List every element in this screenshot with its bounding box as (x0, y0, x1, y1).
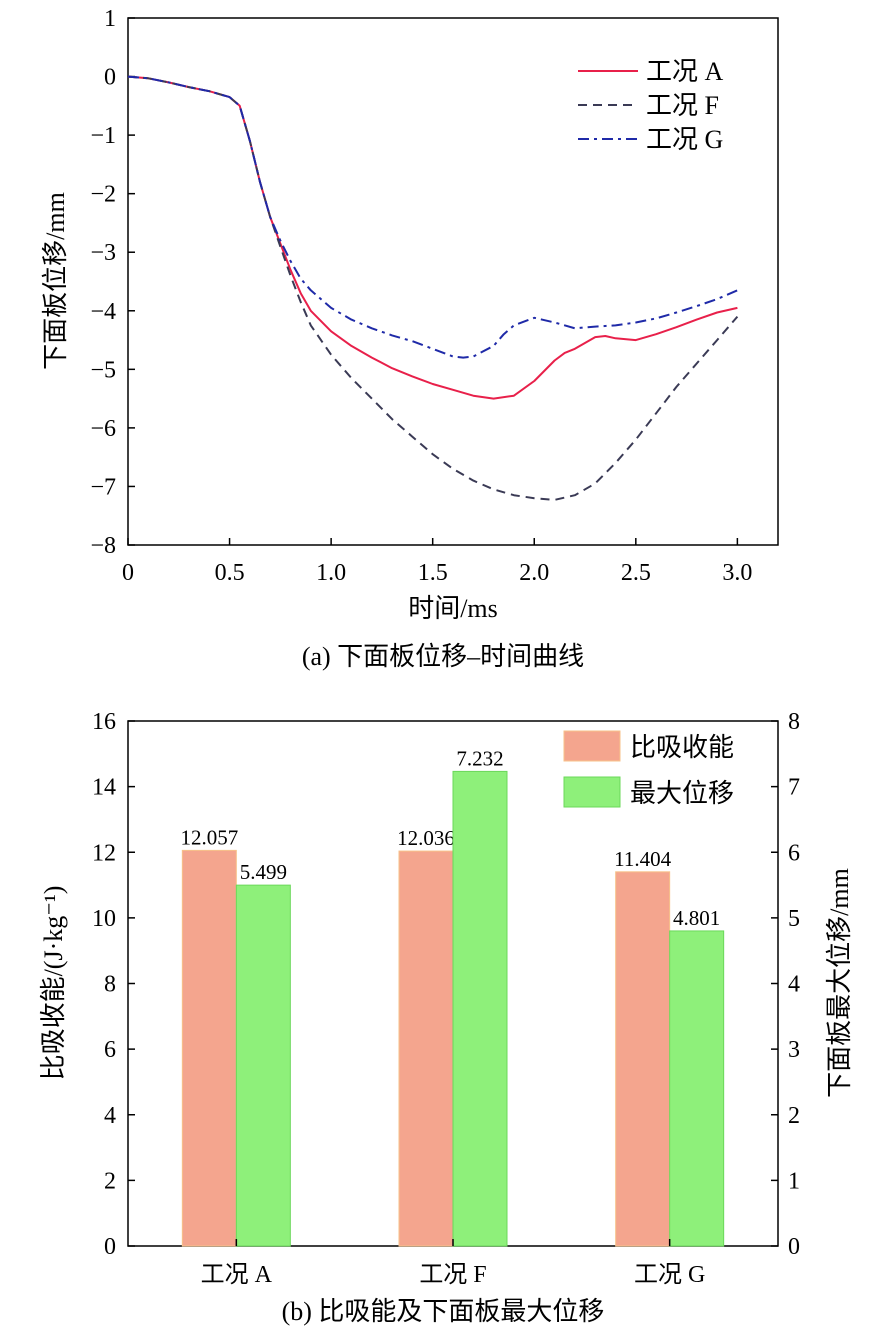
series-line-3 (127, 75, 738, 359)
x-tick-label: 2.5 (621, 560, 651, 586)
series-line-1 (127, 75, 738, 400)
caption-a: (a) 下面板位移–时间曲线 (302, 642, 584, 671)
legend-label: 工况 F (646, 91, 719, 120)
y-tick-label-right: 2 (788, 1103, 800, 1129)
y-tick-label: −2 (90, 182, 116, 208)
y-tick-label: −5 (90, 357, 116, 383)
x-tick-label: 1.0 (316, 560, 346, 586)
y-tick-label-left: 12 (92, 840, 116, 866)
y-tick-label-left: 6 (104, 1037, 116, 1063)
bar-displacement (452, 770, 508, 1247)
y-tick-label: −1 (90, 123, 116, 149)
bar-energy (398, 850, 454, 1247)
x-tick-label: 1.5 (418, 560, 448, 586)
y-tick-label-right: 7 (788, 775, 800, 801)
x-axis-b: 工况 A 工况 F 工况 G (201, 1239, 705, 1288)
y-tick-label-right: 8 (788, 709, 800, 735)
data-label: 5.499 (240, 860, 287, 884)
y-tick-label-left: 10 (92, 906, 116, 932)
y-tick-label-left: 0 (104, 1234, 116, 1260)
x-axis-label-a: 时间/ms (408, 594, 498, 623)
y-axis-label-a: 下面板位移/mm (41, 192, 70, 370)
y-tick-label: 1 (104, 6, 116, 32)
displacement-time-chart: 0 0.5 1.0 1.5 2.0 2.5 3.0 1 0 −1 −2 −3 −4 −5 −6 −7 −8 工… (41, 6, 779, 671)
y-tick-label: −8 (90, 533, 116, 559)
y-tick-label-right: 3 (788, 1037, 800, 1063)
y-tick-label-right: 5 (788, 906, 800, 932)
y-tick-label: −6 (90, 416, 116, 442)
y-axis-label-right-b: 下面板最大位移/mm (825, 868, 854, 1098)
y-tick-label-right: 0 (788, 1234, 800, 1260)
legend-swatch (563, 730, 621, 762)
bar-displacement (669, 930, 725, 1247)
y-tick-label-right: 6 (788, 840, 800, 866)
legend-label: 最大位移 (630, 779, 734, 808)
y-tick-label-right: 1 (788, 1168, 800, 1194)
x-axis-a: 0 0.5 1.0 1.5 2.0 2.5 3.0 (122, 538, 752, 586)
y-axis-right-b: 0 1 2 3 4 5 6 7 8 (771, 709, 800, 1260)
legend-swatch (563, 776, 621, 808)
x-tick-label: 0 (122, 560, 134, 586)
y-tick-label-right: 4 (788, 972, 800, 998)
data-label: 12.057 (180, 825, 238, 849)
series-lines-a (127, 75, 739, 501)
x-tick-label: 3.0 (722, 560, 752, 586)
x-tick-label: 工况 A (201, 1262, 273, 1288)
x-tick-label: 2.0 (519, 560, 549, 586)
plot-frame-a (127, 17, 779, 546)
y-tick-label: −3 (90, 240, 116, 266)
legend-a: 工况 A 工况 F 工况 G (578, 57, 724, 154)
bar-displacement (235, 884, 291, 1247)
y-tick-label-left: 2 (104, 1168, 116, 1194)
x-tick-label: 工况 F (419, 1262, 486, 1288)
caption-b: (b) 比吸能及下面板最大位移 (282, 1297, 605, 1326)
y-axis-label-left-b: 比吸收能/(J·kg⁻¹) (39, 886, 68, 1081)
y-tick-label: 0 (104, 65, 116, 91)
y-tick-label-left: 8 (104, 972, 116, 998)
bar-energy (181, 849, 237, 1247)
y-tick-label: −7 (90, 474, 116, 500)
x-tick-label: 0.5 (215, 560, 245, 586)
y-axis-left-b: 0 2 4 6 8 10 12 14 16 (92, 709, 135, 1260)
bar-energy (615, 871, 671, 1247)
y-tick-label-left: 14 (92, 775, 116, 801)
y-tick-label-left: 4 (104, 1103, 116, 1129)
data-label: 11.404 (614, 847, 671, 871)
y-tick-label: −4 (90, 299, 116, 325)
y-tick-label-left: 16 (92, 709, 116, 735)
y-axis-a: 1 0 −1 −2 −3 −4 −5 −6 −7 −8 (90, 6, 135, 559)
legend-label: 工况 A (646, 57, 724, 86)
legend-label: 比吸收能 (630, 733, 734, 762)
data-label: 4.801 (673, 906, 720, 930)
data-label: 12.036 (397, 826, 455, 850)
data-label: 7.232 (456, 746, 503, 770)
x-tick-label: 工况 G (634, 1262, 705, 1288)
legend-label: 工况 G (646, 125, 723, 154)
